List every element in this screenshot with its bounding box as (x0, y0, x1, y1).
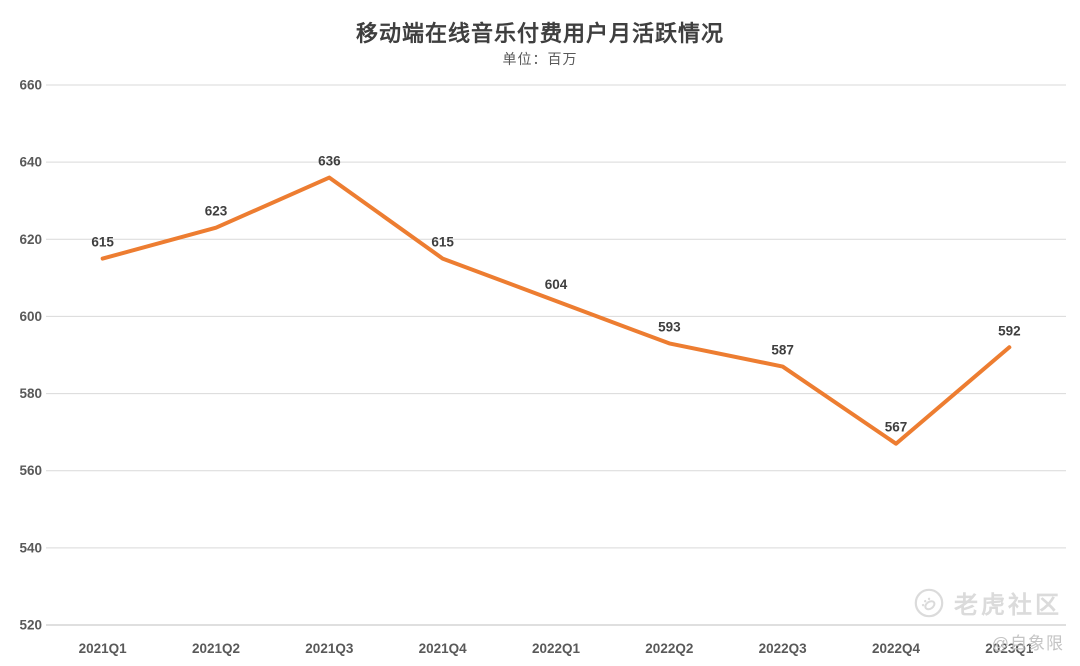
x-tick-label: 2022Q4 (872, 641, 921, 656)
y-tick-label: 540 (19, 540, 42, 555)
data-point-label: 567 (885, 420, 908, 435)
x-tick-label: 2022Q3 (759, 641, 808, 656)
x-tick-label: 2021Q1 (79, 641, 128, 656)
x-tick-label: 2021Q2 (192, 641, 240, 656)
data-point-label: 636 (318, 154, 341, 169)
x-tick-label: 2021Q4 (419, 641, 468, 656)
y-tick-label: 580 (19, 386, 42, 401)
x-tick-label: 2023Q1 (985, 641, 1034, 656)
data-point-label: 604 (545, 277, 568, 292)
data-point-label: 615 (431, 235, 454, 250)
data-point-label: 587 (771, 343, 794, 358)
data-point-label: 592 (998, 323, 1021, 338)
chart-title: 移动端在线音乐付费用户月活跃情况 (355, 21, 724, 46)
y-tick-label: 520 (19, 618, 42, 633)
y-tick-label: 560 (19, 463, 42, 478)
chart-subtitle: 单位：百万 (502, 51, 578, 67)
data-point-label: 615 (91, 235, 114, 250)
y-tick-label: 600 (19, 309, 42, 324)
data-point-label: 623 (205, 204, 228, 219)
y-tick-label: 660 (19, 78, 42, 93)
x-tick-label: 2022Q1 (532, 641, 581, 656)
data-point-label: 593 (658, 319, 681, 334)
x-tick-label: 2022Q2 (645, 641, 693, 656)
series-line (100, 175, 1012, 446)
y-tick-label: 620 (19, 232, 42, 247)
x-tick-label: 2021Q3 (305, 641, 354, 656)
y-tick-label: 640 (19, 155, 42, 170)
